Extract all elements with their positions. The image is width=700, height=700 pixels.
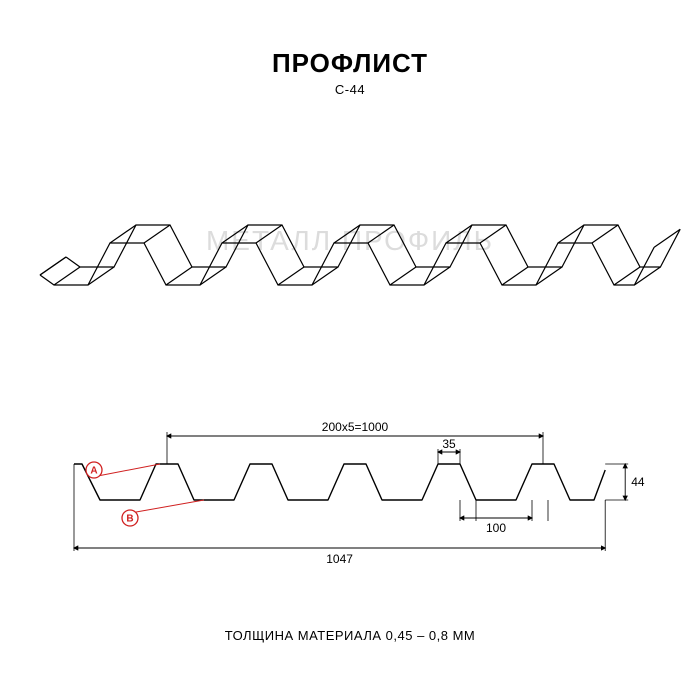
svg-text:B: B: [126, 514, 133, 525]
dim-height: 44: [631, 475, 645, 489]
svg-text:A: A: [90, 466, 97, 477]
page-subtitle: С-44: [0, 82, 700, 97]
cross-section-view: 200x5=1000 35 100 1047 44 A B: [0, 380, 700, 600]
dim-overall: 1047: [326, 552, 353, 566]
perspective-view: [0, 155, 700, 315]
profile-path: [74, 464, 605, 500]
dim-topwidth: 35: [442, 437, 456, 451]
page-title: ПРОФЛИСТ: [0, 48, 700, 79]
dim-pitch: 200x5=1000: [322, 420, 389, 434]
dim-bottomwidth: 100: [486, 521, 506, 535]
footer-thickness: ТОЛЩИНА МАТЕРИАЛА 0,45 – 0,8 ММ: [0, 628, 700, 643]
